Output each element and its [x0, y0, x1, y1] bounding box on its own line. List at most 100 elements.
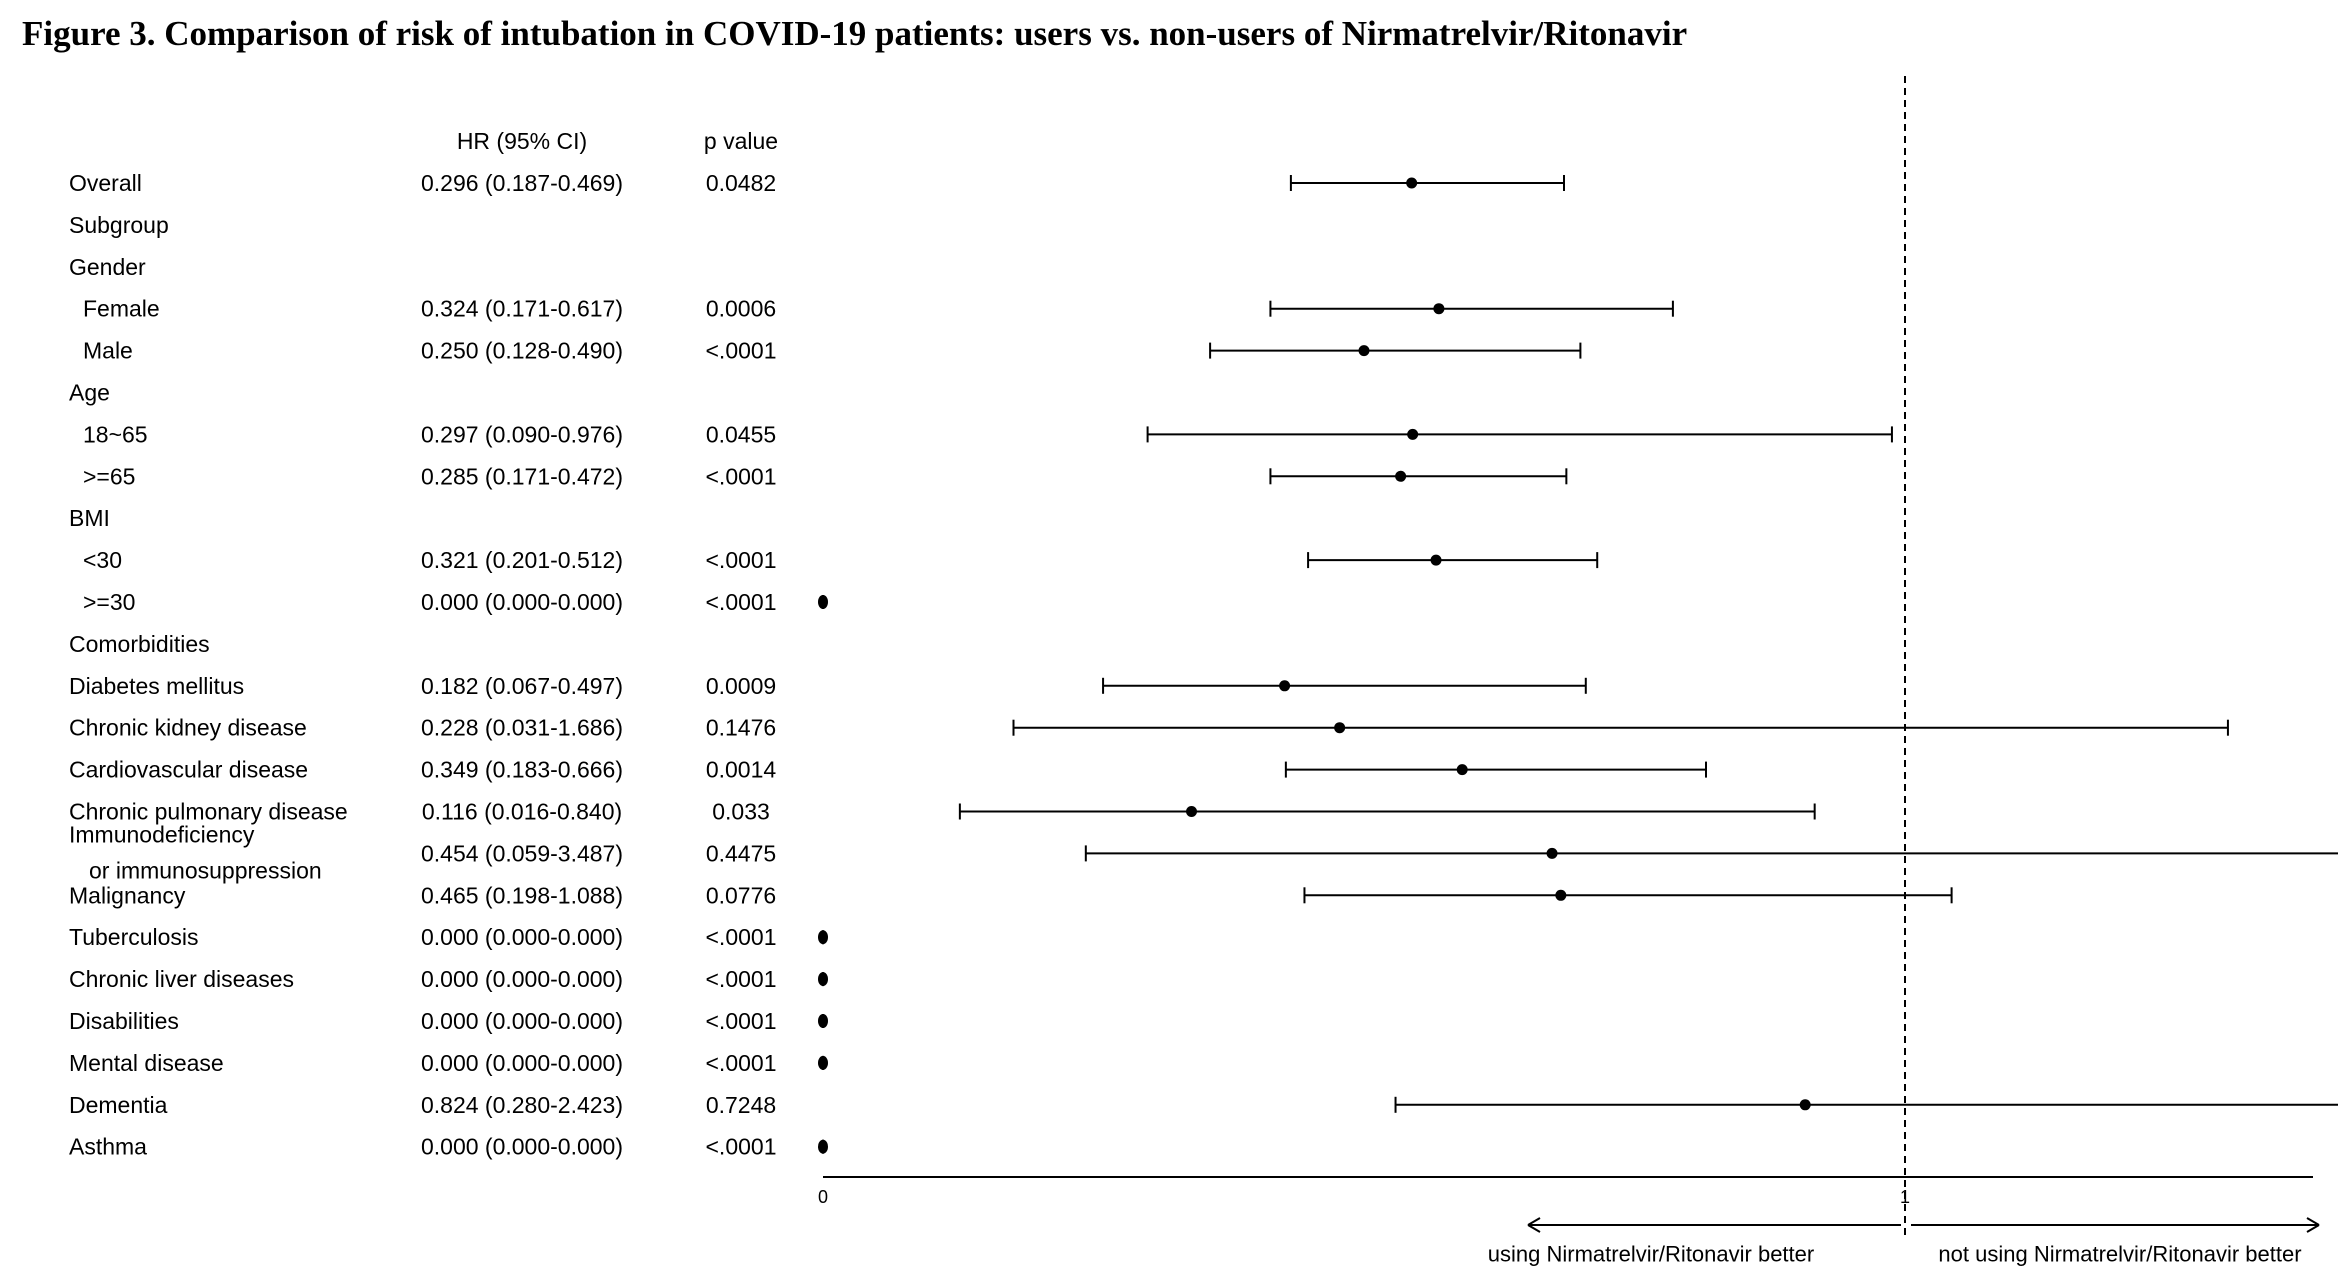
hr-ci-value: 0.000 (0.000-0.000) — [421, 589, 623, 615]
estimate-mark — [1284, 761, 1708, 778]
x-tick-label: 0 — [818, 1187, 828, 1207]
row-label: Chronic kidney disease — [69, 715, 307, 741]
p-value: 0.033 — [712, 799, 770, 825]
p-value: 0.0006 — [706, 296, 776, 322]
estimate-mark — [818, 1139, 828, 1154]
row-label: Disabilities — [69, 1008, 179, 1034]
hr-ci-value: 0.116 (0.016-0.840) — [422, 799, 622, 825]
table-row: Cardiovascular disease 0.349 (0.183-0.666… — [69, 757, 776, 783]
plot-marks — [818, 175, 2338, 1154]
left-arrow-head — [1527, 1217, 1541, 1233]
point-estimate — [1546, 847, 1558, 859]
table-row: Diabetes mellitus 0.182 (0.067-0.497) 0.00… — [69, 673, 776, 699]
p-value: <.0001 — [706, 924, 777, 950]
estimate-mark — [958, 803, 1816, 820]
estimate-mark — [1307, 552, 1599, 569]
hr-ci-value: 0.250 (0.128-0.490) — [421, 338, 623, 364]
point-estimate — [1358, 345, 1370, 357]
estimate-mark — [818, 930, 828, 945]
table-row: Chronic liver diseases 0.000 (0.000-0.000… — [69, 966, 777, 992]
estimate-mark — [818, 1055, 828, 1070]
point-estimate — [1395, 470, 1407, 482]
hr-ci-value: 0.297 (0.090-0.976) — [421, 421, 623, 447]
point-estimate — [818, 1055, 828, 1070]
estimate-mark — [1269, 468, 1568, 485]
p-value: 0.0776 — [706, 882, 776, 908]
row-label: >=30 — [83, 589, 135, 615]
point-estimate — [1555, 889, 1567, 901]
p-value: 0.1476 — [706, 715, 776, 741]
point-estimate — [1799, 1099, 1811, 1111]
hr-ci-value: 0.000 (0.000-0.000) — [421, 966, 623, 992]
row-label: 18~65 — [83, 421, 148, 447]
estimate-mark — [818, 595, 828, 609]
row-label: Overall — [69, 170, 142, 196]
x-axis: 01234using Nirmatrelvir/Ritonavir better… — [818, 76, 2320, 1267]
row-label: Tuberculosis — [69, 924, 199, 950]
right-direction-label: not using Nirmatrelvir/Ritonavir better — [1938, 1242, 2301, 1267]
p-value: <.0001 — [706, 1050, 777, 1076]
estimate-mark — [1102, 677, 1587, 694]
hr-ci-value: 0.000 (0.000-0.000) — [421, 924, 623, 950]
table-row: Subgroup — [69, 212, 169, 238]
row-label: Diabetes mellitus — [69, 673, 244, 699]
table-row: Male 0.250 (0.128-0.490) <.0001 — [83, 338, 777, 364]
point-estimate — [1430, 554, 1442, 566]
row-label: >=65 — [83, 463, 135, 489]
row-label: Comorbidities — [69, 631, 210, 657]
estimate-mark — [1084, 845, 2338, 862]
point-estimate — [1186, 806, 1198, 817]
table-row: Gender — [69, 254, 146, 280]
point-estimate — [818, 1139, 828, 1154]
estimate-mark — [1303, 887, 1953, 904]
row-label: Female — [83, 296, 160, 322]
p-value: <.0001 — [706, 463, 777, 489]
hr-ci-value: 0.324 (0.171-0.617) — [421, 296, 623, 322]
hr-ci-value: 0.228 (0.031-1.686) — [421, 715, 623, 741]
estimate-mark — [818, 1014, 828, 1028]
left-direction-label: using Nirmatrelvir/Ritonavir better — [1488, 1242, 1814, 1267]
table-rows: Overall 0.296 (0.187-0.469) 0.0482 Subgroup… — [69, 170, 777, 1160]
hr-ci-value: 0.000 (0.000-0.000) — [421, 1008, 623, 1034]
point-estimate — [1433, 303, 1445, 315]
estimate-mark — [1012, 719, 2229, 736]
hr-ci-value: 0.296 (0.187-0.469) — [421, 170, 623, 196]
table-row: BMI — [69, 505, 110, 531]
row-label: Chronic pulmonary disease — [69, 799, 348, 825]
table-row: Immunodeficiency or immunosuppression 0.45… — [69, 821, 776, 883]
table-row: Chronic kidney disease 0.228 (0.031-1.686… — [69, 715, 776, 741]
p-value: <.0001 — [706, 1134, 777, 1160]
row-label: Mental disease — [69, 1050, 224, 1076]
row-label: Age — [69, 380, 110, 406]
table-row: Age — [69, 380, 110, 406]
row-label: Asthma — [69, 1134, 147, 1160]
table-row: Chronic pulmonary disease 0.116 (0.016-0.… — [69, 799, 770, 825]
p-value: 0.0014 — [706, 757, 777, 783]
table-row: Female 0.324 (0.171-0.617) 0.0006 — [83, 296, 776, 322]
point-estimate — [818, 595, 828, 609]
p-value: <.0001 — [706, 966, 777, 992]
p-value: 0.0482 — [706, 170, 776, 196]
p-value: <.0001 — [706, 547, 777, 573]
hr-ci-value: 0.182 (0.067-0.497) — [421, 673, 623, 699]
p-value: <.0001 — [706, 589, 777, 615]
estimate-mark — [1209, 342, 1582, 359]
hr-ci-value: 0.465 (0.198-1.088) — [421, 882, 623, 908]
hr-ci-value: 0.000 (0.000-0.000) — [421, 1134, 623, 1160]
table-row: Comorbidities — [69, 631, 210, 657]
table-row: Dementia 0.824 (0.280-2.423) 0.7248 — [69, 1092, 776, 1118]
row-label: Gender — [69, 254, 146, 280]
row-label: Malignancy — [69, 882, 186, 908]
point-estimate — [818, 1014, 828, 1028]
table-row: >=65 0.285 (0.171-0.472) <.0001 — [83, 463, 777, 489]
table-row: >=30 0.000 (0.000-0.000) <.0001 — [83, 589, 777, 615]
table-row: Malignancy 0.465 (0.198-1.088) 0.0776 — [69, 882, 776, 908]
estimate-mark — [818, 972, 828, 987]
p-value: 0.7248 — [706, 1092, 776, 1118]
estimate-mark — [1269, 300, 1674, 317]
p-value: 0.4475 — [706, 840, 776, 866]
point-estimate — [1279, 680, 1291, 692]
point-estimate — [818, 972, 828, 987]
point-estimate — [1407, 428, 1419, 440]
